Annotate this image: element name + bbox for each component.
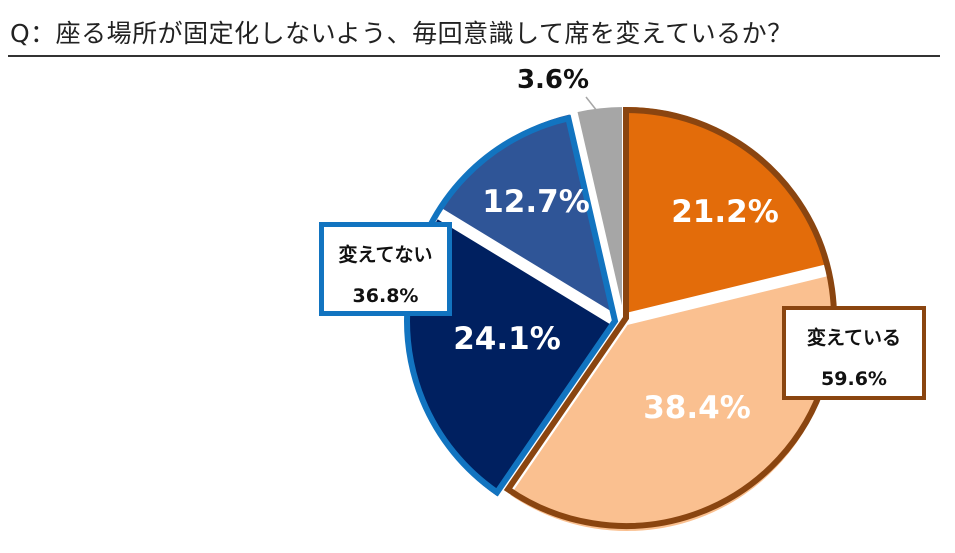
pie-slice-4 [575, 104, 624, 315]
slice-label-4: 3.6% [517, 65, 589, 95]
leader-line-small-slice [585, 96, 602, 117]
slice-label-1: 38.4% [643, 390, 751, 426]
slice-label-0: 21.2% [671, 194, 779, 230]
callout-changing-value: 59.6% [821, 368, 887, 390]
title-underline [8, 55, 940, 57]
slice-label-3: 12.7% [482, 184, 590, 220]
callout-not-changing-value: 36.8% [352, 285, 419, 307]
callout-changing-label: 変えている [806, 327, 902, 349]
chart-title: Q：座る場所が固定化しないよう、毎回意識して席を変えているか？ [10, 19, 793, 48]
slice-label-2: 24.1% [453, 321, 561, 357]
callout-changing: 変えている 59.6% [782, 306, 926, 400]
callout-not-changing-label: 変えてない [338, 244, 433, 266]
callout-not-changing: 変えてない 36.8% [319, 222, 452, 316]
